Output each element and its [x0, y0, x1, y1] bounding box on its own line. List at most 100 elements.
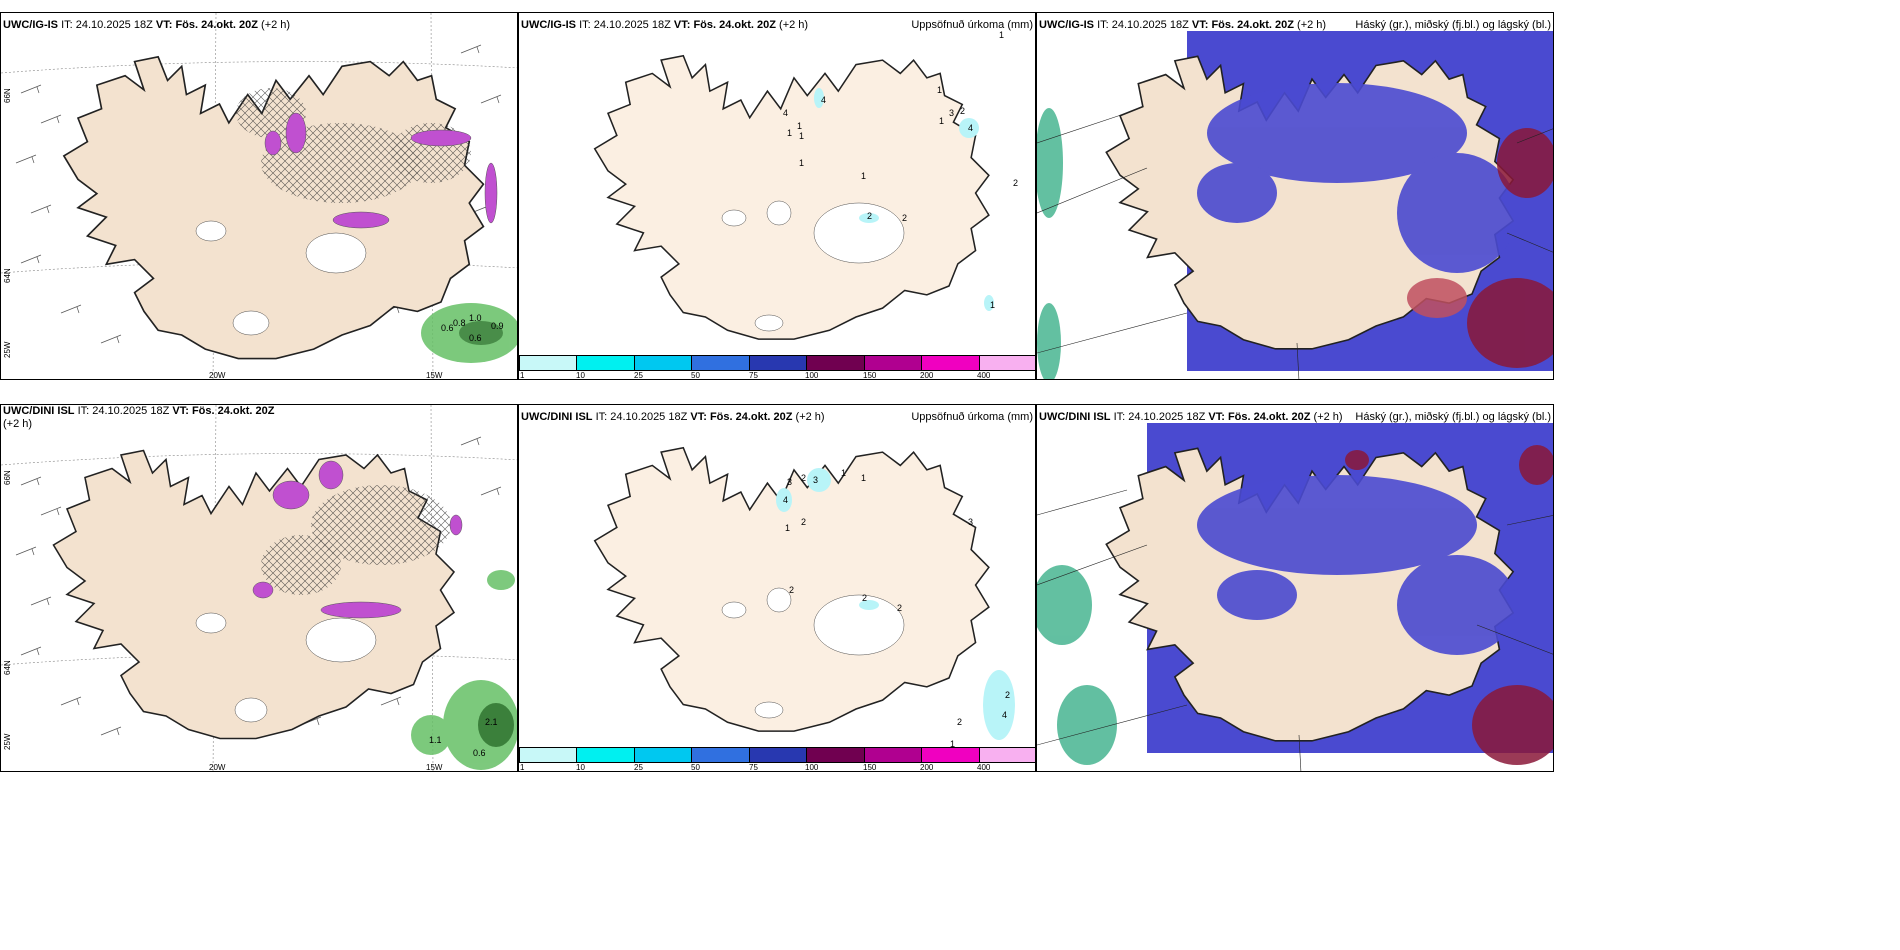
colorbar-segment	[979, 356, 1035, 370]
precip-value: 4	[783, 495, 789, 505]
precip-value: 3	[787, 477, 793, 487]
green-edge	[1037, 565, 1117, 765]
mid-clouds	[1197, 475, 1517, 655]
colorbar-tick: 200	[920, 763, 934, 772]
colorbar-segment	[749, 748, 808, 762]
colorbar-segment	[922, 748, 980, 762]
precip-value: 1	[799, 158, 805, 168]
precip-value: 2	[789, 585, 795, 595]
precip-value: 4	[1002, 710, 1008, 720]
colorbar-tick: 100	[805, 371, 819, 380]
precip-value: 1	[939, 116, 945, 126]
snow-blobs	[252, 460, 463, 619]
precip-value: 2	[960, 106, 966, 116]
panel-title: UWC/IG-IS IT: 24.10.2025 18Z VT: Fös. 24…	[3, 19, 291, 31]
white-holes	[195, 612, 377, 723]
colorbar-tick: 50	[691, 371, 700, 380]
panel-subtitle: Háský (gr.), miðský (fj.bl.) og lágský (…	[1355, 411, 1551, 423]
precip-map	[593, 54, 994, 340]
wind-label: 1.0	[469, 313, 482, 323]
colorbar-tick: 1	[520, 371, 525, 380]
wind-label: 0.9	[491, 321, 504, 331]
colorbar-tick: 400	[977, 371, 991, 380]
precip-value: 2	[867, 211, 873, 221]
colorbar-tick: 25	[634, 371, 643, 380]
colorbar-tick: 150	[863, 763, 877, 772]
precip-value: 1	[799, 131, 805, 141]
colorbar-tick: 50	[691, 763, 700, 772]
wind-label: 0.8	[453, 318, 466, 328]
lat-label: 64N	[3, 660, 12, 675]
precip-colorbar	[519, 747, 1035, 763]
precip-value: 2	[957, 717, 963, 727]
rain-blobs	[421, 303, 517, 363]
wind-label: 0.6	[469, 333, 482, 343]
precip-value: 2	[1013, 178, 1019, 188]
colorbar-segment	[807, 356, 865, 370]
lat-label: 66N	[3, 470, 12, 485]
colorbar-tick: 10	[576, 763, 585, 772]
colorbar-tick: 10	[576, 371, 585, 380]
colorbar-tick: 150	[863, 371, 877, 380]
lon-label: 25W	[3, 341, 12, 358]
wind-map	[1, 13, 517, 379]
panel-wind-bottom: UWC/DINI ISL IT: 24.10.2025 18Z VT: Fös.…	[0, 404, 518, 772]
panel-subtitle: Uppsöfnuð úrkoma (mm)	[911, 19, 1033, 31]
colorbar-segment	[520, 748, 578, 762]
cloud-map	[1037, 423, 1553, 771]
wind-label: 0.6	[473, 748, 486, 758]
precip-value: 4	[968, 123, 974, 133]
lon-label: 20W	[209, 763, 226, 772]
colorbar-segment	[634, 748, 693, 762]
panel-subtitle: Uppsöfnuð úrkoma (mm)	[911, 411, 1033, 423]
colorbar-segment	[577, 356, 635, 370]
wind-label: 0.6	[441, 323, 454, 333]
precip-value: 1	[861, 171, 867, 181]
colorbar-segment	[692, 748, 750, 762]
panel-precip-bottom: UWC/DINI ISL IT: 24.10.2025 18Z VT: Fös.…	[518, 404, 1036, 772]
precip-value: 1	[990, 300, 996, 310]
wind-map	[1, 405, 517, 771]
lat-label: 66N	[3, 88, 12, 103]
panel-title: UWC/IG-IS IT: 24.10.2025 18Z VT: Fös. 24…	[521, 19, 809, 31]
colorbar-tick: 75	[749, 371, 758, 380]
precip-value: 3	[813, 475, 819, 485]
white-holes	[195, 220, 367, 336]
precip-value: 1	[841, 468, 847, 478]
white-holes	[721, 200, 905, 332]
lon-label: 25W	[3, 733, 12, 750]
wind-barbs	[15, 436, 502, 736]
precip-value: 2	[801, 473, 807, 483]
low-clouds	[1407, 128, 1553, 368]
precip-value: 1	[937, 85, 943, 95]
cloud-map	[1037, 31, 1553, 379]
colorbar-segment	[749, 356, 808, 370]
precip-value: 2	[862, 593, 868, 603]
precip-value: 2	[902, 213, 908, 223]
colorbar-tick: 75	[749, 763, 758, 772]
panel-title: UWC/DINI ISL IT: 24.10.2025 18Z VT: Fös.…	[521, 411, 825, 423]
colorbar-segment	[520, 356, 578, 370]
panel-precip-top: UWC/IG-IS IT: 24.10.2025 18Z VT: Fös. 24…	[518, 12, 1036, 380]
panel-clouds-bottom: UWC/DINI ISL IT: 24.10.2025 18Z VT: Fös.…	[1036, 404, 1554, 772]
hatch-regions	[261, 485, 451, 595]
panel-title: UWC/DINI ISL IT: 24.10.2025 18Z VT: Fös.…	[1039, 411, 1343, 423]
precip-colorbar	[519, 355, 1035, 371]
rain-blobs	[411, 570, 517, 770]
precip-areas	[776, 468, 1015, 740]
panel-title: UWC/IG-IS IT: 24.10.2025 18Z VT: Fös. 24…	[1039, 19, 1327, 31]
lon-label: 20W	[209, 371, 226, 380]
precip-value: 1	[785, 523, 791, 533]
colorbar-tick: 200	[920, 371, 934, 380]
colorbar-tick: 25	[634, 763, 643, 772]
lon-label: 15W	[426, 763, 443, 772]
precip-value: 2	[801, 517, 807, 527]
precip-value: 4	[821, 95, 827, 105]
precip-value: 1	[861, 473, 867, 483]
wind-label: 1.1	[429, 735, 442, 745]
colorbar-segment	[634, 356, 693, 370]
lat-label: 64N	[3, 268, 12, 283]
precip-value: 1	[999, 30, 1005, 40]
colorbar-segment	[864, 748, 923, 762]
lon-label: 15W	[426, 371, 443, 380]
